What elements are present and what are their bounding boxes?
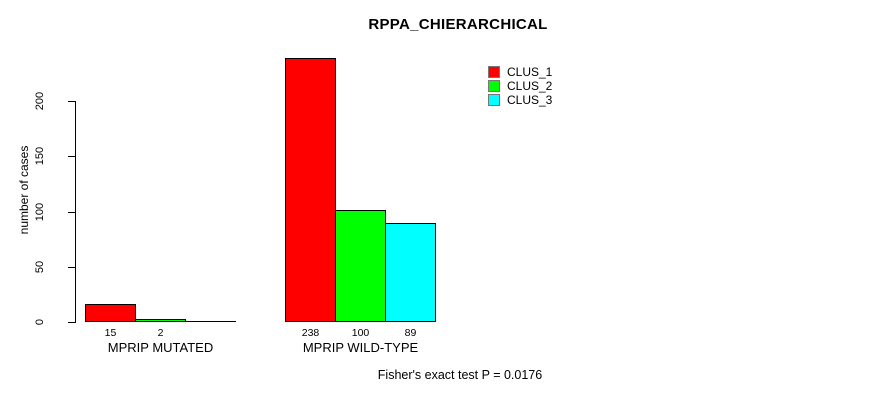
bar-clus_1-mprip-wild-type: [285, 58, 336, 322]
legend-entry-clus_1: CLUS_1: [488, 65, 552, 79]
legend-swatch-clus_2: [488, 80, 500, 92]
y-axis-tick-label: 150: [34, 146, 46, 166]
y-axis-tick: [68, 322, 75, 323]
bar-value-label: 89: [404, 327, 417, 339]
bar-clus_2-mprip-wild-type: [335, 210, 386, 322]
category-label-mprip-mutated: MPRIP MUTATED: [107, 340, 214, 355]
y-axis-tick: [68, 212, 75, 213]
y-axis-tick: [68, 101, 75, 102]
legend-label: CLUS_2: [507, 79, 553, 93]
bar-clus_3-mprip-wild-type: [385, 223, 436, 322]
legend-label: CLUS_1: [507, 65, 553, 79]
y-axis-tick: [68, 156, 75, 157]
bar-clus_1-mprip-mutated: [85, 304, 136, 322]
bar-clus_3-mprip-mutated: [185, 321, 236, 322]
y-axis-tick-label: 200: [34, 91, 46, 111]
bar-value-label: 238: [301, 327, 320, 339]
bar-value-label: 15: [104, 327, 117, 339]
y-axis-tick-label: 50: [34, 260, 46, 274]
bar-value-label: 100: [351, 327, 370, 339]
y-axis-tick-label: 0: [34, 318, 46, 326]
y-axis-tick: [68, 267, 75, 268]
bar-clus_2-mprip-mutated: [135, 319, 186, 322]
bar-value-label: 2: [157, 327, 164, 339]
y-axis-line: [75, 101, 76, 323]
chart-title: RPPA_CHIERARCHICAL: [368, 16, 548, 33]
legend-swatch-clus_1: [488, 66, 500, 78]
category-label-mprip-wild-type: MPRIP WILD-TYPE: [302, 340, 419, 355]
legend-entry-clus_3: CLUS_3: [488, 93, 552, 107]
y-axis-title: number of cases: [17, 145, 31, 235]
legend-entry-clus_2: CLUS_2: [488, 79, 552, 93]
legend-label: CLUS_3: [507, 93, 553, 107]
y-axis-tick-label: 100: [34, 202, 46, 222]
legend-swatch-clus_3: [488, 94, 500, 106]
legend: CLUS_1 CLUS_2 CLUS_3: [488, 65, 552, 107]
fisher-test-annotation: Fisher's exact test P = 0.0176: [377, 368, 543, 382]
